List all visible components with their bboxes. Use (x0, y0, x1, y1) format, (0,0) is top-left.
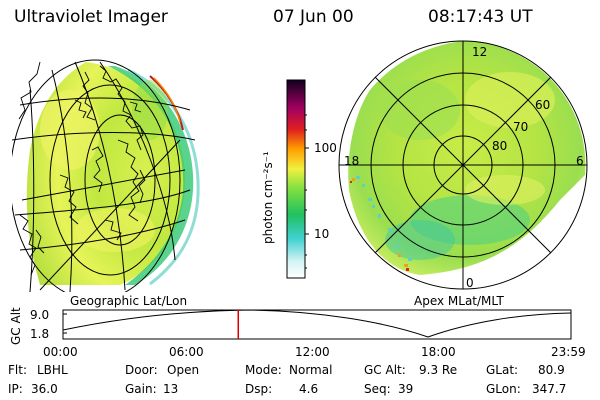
altitude-plot (62, 309, 572, 340)
info-glat-label: GLat: (486, 363, 519, 377)
mlt-label-12: 12 (472, 45, 488, 59)
colorbar-tick-100: 100 (314, 141, 337, 155)
info-glon-value: 347.7 (532, 382, 567, 396)
info-glon-label: GLon: (486, 382, 521, 396)
info-gain-label: Gain: (125, 382, 157, 396)
colorbar-ticks (305, 114, 309, 269)
info-filter-label: Flt: (8, 363, 27, 377)
geographic-image (12, 59, 200, 292)
altitude-xtick-2359: 23:59 (551, 345, 586, 359)
mlt-label-6: 6 (576, 154, 584, 168)
altitude-y-ticks (63, 313, 67, 334)
info-ip-label: IP: (8, 382, 23, 396)
lat-label-80: 80 (492, 139, 508, 153)
time-label: 08:17:43 UT (428, 7, 533, 27)
left-panel-caption: Geographic Lat/Lon (70, 294, 188, 308)
polar-image (338, 40, 588, 290)
altitude-xtick-1800: 18:00 (421, 345, 456, 359)
mlt-label-0: 0 (466, 276, 474, 290)
info-door-value: Open (167, 363, 200, 377)
altitude-ytick-1: 1.8 (30, 327, 50, 341)
altitude-ytick-9: 9.0 (30, 308, 50, 322)
info-dsp-value: 4.6 (299, 382, 319, 396)
altitude-xtick-0600: 06:00 (169, 345, 204, 359)
date-label: 07 Jun 00 (273, 7, 354, 27)
instrument-title: Ultraviolet Imager (14, 7, 168, 27)
altitude-curve (62, 309, 572, 338)
info-door-label: Door: (125, 363, 158, 377)
colorbar-tick-10: 10 (314, 227, 330, 241)
polar-grid (338, 40, 588, 290)
lat-label-70: 70 (513, 120, 529, 134)
info-filter-value: LBHL (37, 363, 68, 377)
lat-label-60: 60 (535, 98, 551, 112)
right-panel-caption: Apex MLat/MLT (414, 294, 504, 308)
info-mode-label: Mode: (245, 363, 282, 377)
colorbar (286, 79, 306, 279)
info-ip-value: 36.0 (31, 382, 58, 396)
info-seq-label: Seq: (364, 382, 391, 396)
colorbar-unit-label: photon cm⁻²s⁻¹ (261, 151, 275, 244)
info-gcalt-value: 9.3 Re (419, 363, 458, 377)
altitude-xtick-0000: 00:00 (43, 345, 78, 359)
altitude-plot-frame (62, 309, 572, 340)
info-dsp-label: Dsp: (245, 382, 273, 396)
info-gain-value: 13 (163, 382, 179, 396)
info-seq-value: 39 (398, 382, 414, 396)
info-glat-value: 80.9 (538, 363, 565, 377)
info-mode-value: Normal (289, 363, 333, 377)
mlt-label-18: 18 (344, 154, 360, 168)
info-gcalt-label: GC Alt: (364, 363, 406, 377)
altitude-xtick-1200: 12:00 (295, 345, 330, 359)
altitude-ylabel: GC Alt (9, 307, 23, 345)
